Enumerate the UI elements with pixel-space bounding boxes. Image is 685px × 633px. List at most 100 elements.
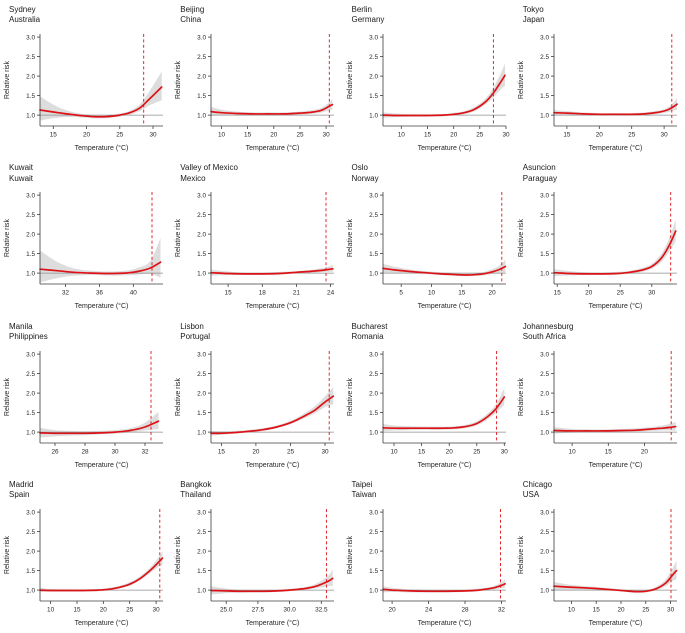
- risk-curve-plot: 1.0 1.5 2.0 2.5 3.0 5 10 15 20 Relative risk Tempe…: [347, 192, 506, 310]
- y-tick-label: 2.5: [197, 212, 206, 219]
- x-tick-label: 20: [641, 448, 649, 455]
- x-tick-label: 25: [616, 290, 624, 297]
- risk-curve-plot: 1.0 1.5 2.0 2.5 3.0 15 20 25 30 Relative risk Temp…: [518, 192, 677, 310]
- x-axis-label: Temperature (°C): [75, 302, 129, 310]
- y-axis-label: Relative risk: [518, 535, 525, 574]
- x-tick-label: 15: [418, 448, 426, 455]
- risk-curve-panel: Beijing China 1.0 1.5 2.0 2.5 3.0 10 15 20 25 30 R…: [171, 0, 342, 158]
- risk-curve-panel: Johannesburg South Africa 1.0 1.5 2.0 2.5 3.…: [514, 317, 685, 475]
- y-tick-label: 1.5: [540, 568, 549, 575]
- y-tick-label: 1.0: [369, 271, 378, 278]
- y-axis-label: Relative risk: [347, 219, 354, 258]
- x-axis-label: Temperature (°C): [246, 619, 300, 627]
- x-tick-label: 30.0: [284, 606, 297, 613]
- x-tick-label: 15: [423, 132, 431, 139]
- x-tick-label: 10: [390, 448, 398, 455]
- y-tick-label: 1.5: [197, 93, 206, 100]
- risk-curve: [210, 103, 334, 115]
- x-tick-label: 25: [628, 132, 636, 139]
- x-tick-label: 36: [96, 290, 104, 297]
- x-tick-label: 25.0: [220, 606, 233, 613]
- y-tick-label: 2.5: [197, 54, 206, 61]
- y-tick-label: 2.0: [540, 390, 549, 397]
- x-tick-label: 15: [563, 132, 571, 139]
- x-tick-label: 32: [497, 606, 505, 613]
- y-tick-label: 2.5: [26, 529, 35, 536]
- y-tick-label: 2.5: [540, 370, 549, 377]
- y-tick-label: 1.0: [26, 271, 35, 278]
- x-axis-label: Temperature (°C): [417, 302, 471, 310]
- panel-title: Asuncion Paraguay: [523, 163, 557, 184]
- x-tick-label: 15: [225, 290, 233, 297]
- risk-curve-plot: 1.0 1.5 2.0 2.5 3.0 26 28 30 32 Relative risk Temp…: [4, 350, 163, 469]
- y-tick-label: 3.0: [197, 34, 206, 41]
- x-tick-label: 18: [259, 290, 267, 297]
- y-tick-label: 1.5: [26, 251, 35, 258]
- y-tick-label: 3.0: [197, 509, 206, 516]
- y-tick-label: 1.0: [26, 112, 35, 119]
- x-tick-label: 10: [47, 606, 55, 613]
- x-tick-label: 15: [553, 290, 561, 297]
- y-axis-label: Relative risk: [175, 377, 182, 416]
- y-tick-label: 1.5: [540, 251, 549, 258]
- risk-curve-panel: Taipei Taiwan 1.0 1.5 2.0 2.5 3.0 20 24 28 32 Rel…: [343, 475, 514, 633]
- x-axis-label: Temperature (°C): [588, 619, 642, 627]
- y-tick-label: 1.5: [540, 93, 549, 100]
- risk-curve-panel: Oslo Norway 1.0 1.5 2.0 2.5 3.0 5 10 15 20 Relati…: [343, 158, 514, 316]
- panel-title: Chicago USA: [523, 480, 552, 501]
- x-tick-label: 30: [149, 132, 157, 139]
- panel-title: Bucharest Romania: [352, 322, 388, 343]
- risk-curve-panel: Madrid Spain 1.0 1.5 2.0 2.5 3.0 10 15 20 25 30 Re…: [0, 475, 171, 633]
- y-axis-label: Relative risk: [175, 219, 182, 258]
- x-tick-label: 10: [568, 448, 576, 455]
- x-tick-label: 25: [473, 448, 481, 455]
- y-axis-label: Relative risk: [347, 60, 354, 99]
- risk-curve-panel: Lisbon Portugal 1.0 1.5 2.0 2.5 3.0 15 20 25 30 R…: [171, 317, 342, 475]
- x-tick-label: 28: [81, 448, 89, 455]
- risk-curve-plot: 1.0 1.5 2.0 2.5 3.0 25.0 27.5 30.0 32.5 Relative …: [175, 508, 335, 627]
- risk-curve-plot: 1.0 1.5 2.0 2.5 3.0 15 20 25 30 Relative risk Temp…: [175, 350, 335, 469]
- x-tick-label: 26: [51, 448, 59, 455]
- city-name: Lisbon: [180, 321, 204, 331]
- risk-curve: [39, 261, 162, 275]
- y-tick-label: 1.0: [26, 587, 35, 594]
- y-tick-label: 1.0: [540, 587, 549, 594]
- y-tick-label: 3.0: [369, 193, 378, 200]
- y-tick-label: 1.5: [197, 568, 206, 575]
- y-tick-label: 2.5: [369, 529, 378, 536]
- x-tick-label: 20: [450, 132, 458, 139]
- risk-curve: [381, 265, 506, 277]
- country-name: Japan: [522, 15, 545, 25]
- city-name: Johannesburg: [522, 321, 574, 331]
- y-tick-label: 2.5: [540, 529, 549, 536]
- confidence-band: [211, 386, 334, 436]
- y-tick-label: 1.5: [26, 568, 35, 575]
- risk-curve-panel: Bucharest Romania 1.0 1.5 2.0 2.5 3.0 10 15 20 2…: [343, 317, 514, 475]
- x-tick-label: 15: [218, 448, 226, 455]
- y-tick-label: 1.5: [26, 93, 35, 100]
- x-tick-label: 28: [461, 606, 469, 613]
- country-name: Mexico: [180, 173, 206, 183]
- y-tick-label: 2.0: [197, 390, 206, 397]
- y-tick-label: 1.0: [540, 429, 549, 436]
- x-axis-label: Temperature (°C): [246, 461, 300, 469]
- confidence-band: [211, 99, 333, 116]
- country-name: Germany: [351, 15, 385, 25]
- risk-curve-plot: 1.0 1.5 2.0 2.5 3.0 15 20 25 30 Relative risk Temp…: [518, 34, 678, 152]
- y-tick-label: 1.5: [540, 409, 549, 416]
- x-tick-label: 32: [62, 290, 70, 297]
- x-tick-label: 10: [218, 132, 226, 139]
- y-tick-label: 1.0: [197, 587, 206, 594]
- x-axis-label: Temperature (°C): [588, 461, 642, 469]
- y-tick-label: 2.0: [540, 548, 549, 555]
- panel-title: Berlin Germany: [352, 5, 385, 26]
- risk-curve-panel: Tokyo Japan 1.0 1.5 2.0 2.5 3.0 15 20 25 30 Relat…: [514, 0, 685, 158]
- y-tick-label: 2.0: [26, 232, 35, 239]
- y-axis-label: Relative risk: [347, 377, 354, 416]
- y-tick-label: 2.0: [26, 73, 35, 80]
- panel-title: Sydney Australia: [9, 5, 40, 26]
- city-name: Sydney: [9, 5, 36, 14]
- x-tick-label: 15: [73, 606, 81, 613]
- y-tick-label: 1.0: [369, 112, 378, 119]
